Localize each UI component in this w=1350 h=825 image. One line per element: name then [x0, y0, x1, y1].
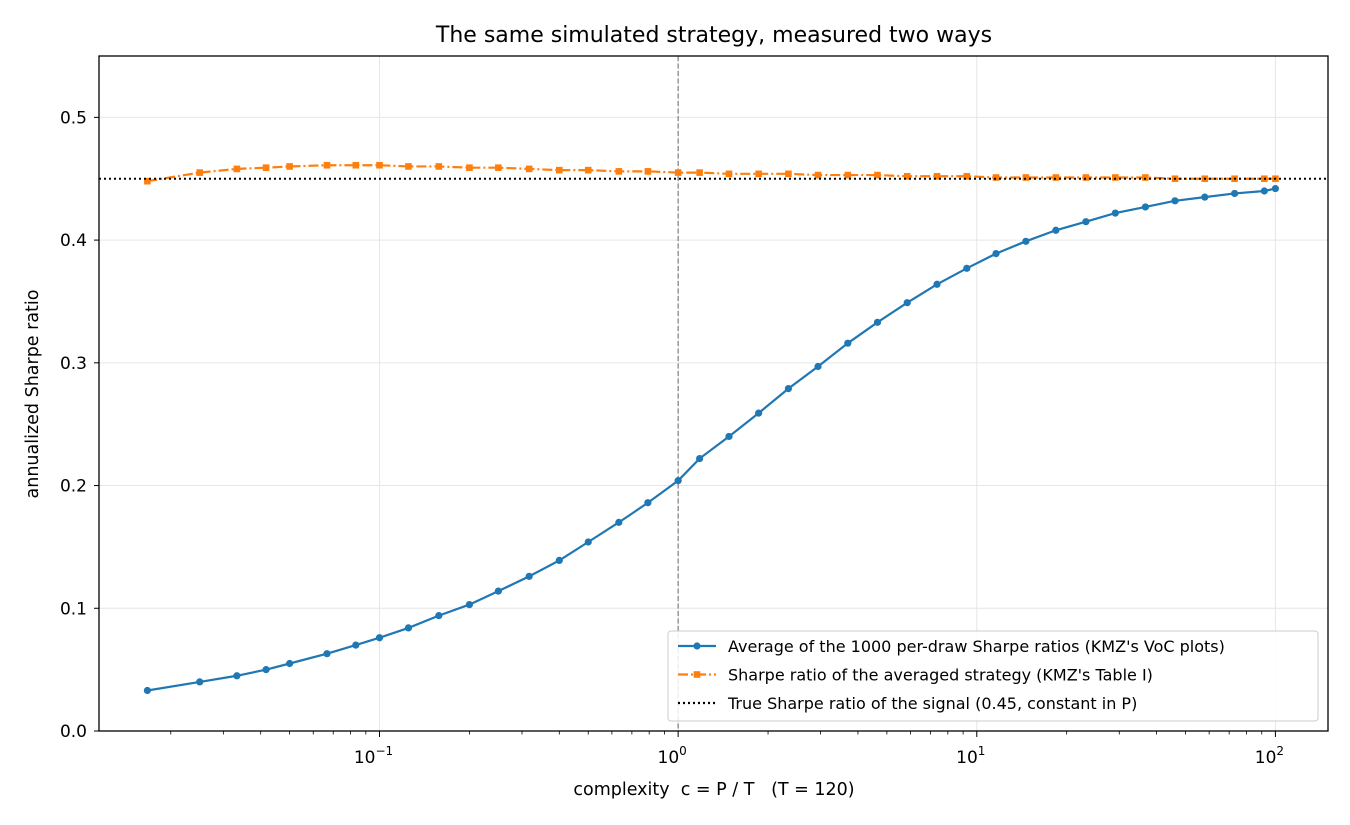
data-point — [494, 587, 502, 595]
data-point — [435, 163, 443, 170]
data-point — [963, 172, 971, 180]
data-point — [933, 172, 941, 180]
data-point — [405, 163, 412, 170]
data-point — [873, 318, 882, 326]
legend-marker — [693, 642, 701, 650]
data-point — [615, 168, 623, 175]
y-tick-label: 0.0 — [60, 722, 87, 742]
data-point — [404, 624, 413, 632]
data-point — [814, 362, 822, 371]
y-tick-label: 0.4 — [60, 231, 87, 251]
data-point — [874, 171, 881, 179]
data-point — [844, 171, 852, 179]
data-point — [963, 264, 971, 272]
data-point — [262, 666, 270, 674]
data-point — [286, 659, 294, 668]
data-point — [352, 161, 360, 169]
data-point — [1082, 218, 1090, 226]
data-point — [992, 249, 1000, 258]
data-point — [615, 518, 623, 526]
data-point — [696, 169, 703, 176]
chart-title: The same simulated strategy, measured tw… — [435, 23, 992, 48]
axis-ticks: 0.0 0.1 0.2 0.3 0.4 0.5 10−1 100 101 102 — [60, 108, 1284, 768]
data-point — [323, 650, 331, 658]
data-point — [696, 454, 704, 463]
data-point — [262, 164, 270, 171]
y-axis-label: annualized Sharpe ratio — [23, 290, 43, 499]
legend-box — [667, 630, 1319, 722]
x-axis-label: complexity c = P / T (T = 120) — [573, 780, 854, 800]
data-point — [144, 177, 151, 185]
data-point — [1260, 187, 1268, 195]
x-tick-label: 100 — [658, 744, 687, 768]
data-point — [323, 161, 331, 169]
data-point — [644, 168, 652, 175]
plot-area — [99, 56, 1328, 731]
y-tick-label: 0.5 — [60, 108, 87, 128]
x-tick-label: 101 — [956, 744, 985, 768]
data-point — [286, 163, 293, 170]
data-point — [1271, 184, 1280, 193]
data-point — [584, 166, 592, 174]
data-point — [1230, 189, 1239, 198]
data-point — [435, 612, 443, 620]
data-point — [495, 164, 502, 171]
data-point — [375, 634, 384, 642]
data-point — [143, 686, 151, 695]
data-point — [933, 280, 941, 288]
data-point — [525, 572, 533, 580]
axes-frame — [98, 55, 1329, 732]
data-point — [844, 339, 852, 347]
data-point — [525, 165, 533, 173]
y-tick-label: 0.2 — [60, 477, 87, 497]
data-point — [903, 172, 911, 180]
data-point — [233, 672, 241, 680]
data-point — [1112, 174, 1119, 181]
data-point — [755, 409, 763, 417]
data-point — [1052, 226, 1060, 234]
data-point — [352, 641, 360, 649]
data-point — [814, 171, 822, 179]
data-point — [784, 384, 793, 393]
data-point — [1142, 174, 1149, 181]
data-point — [644, 499, 652, 507]
data-point — [465, 600, 474, 609]
data-point — [755, 170, 762, 178]
data-point — [1052, 174, 1060, 181]
legend-label: Sharpe ratio of the averaged strategy (K… — [728, 666, 1153, 685]
data-point — [1141, 203, 1150, 211]
data-point — [233, 165, 241, 173]
data-point — [903, 299, 911, 307]
data-point — [1171, 197, 1179, 205]
data-point — [674, 477, 682, 485]
data-point — [1111, 209, 1119, 217]
legend-marker — [693, 671, 701, 678]
data-point — [466, 164, 473, 171]
data-point — [725, 432, 733, 441]
data-point — [992, 174, 1000, 181]
y-tick-label: 0.3 — [60, 354, 87, 374]
data-point — [584, 538, 592, 546]
x-tick-label: 10−1 — [354, 744, 393, 768]
data-point — [556, 166, 563, 174]
legend: Average of the 1000 per-draw Sharpe rati… — [667, 630, 1319, 722]
data-point — [1022, 237, 1030, 245]
legend-label: Average of the 1000 per-draw Sharpe rati… — [728, 637, 1225, 656]
data-point — [1082, 174, 1090, 181]
legend-label: True Sharpe ratio of the signal (0.45, c… — [727, 694, 1137, 713]
data-point — [376, 161, 383, 169]
data-point — [196, 678, 204, 686]
data-point — [785, 170, 792, 178]
x-tick-label: 102 — [1255, 744, 1284, 768]
data-point — [725, 170, 733, 178]
data-point — [1201, 193, 1209, 201]
y-tick-label: 0.1 — [60, 599, 87, 619]
data-point — [196, 169, 204, 176]
data-point — [1022, 174, 1030, 181]
data-point — [555, 556, 563, 565]
data-point — [674, 169, 682, 176]
